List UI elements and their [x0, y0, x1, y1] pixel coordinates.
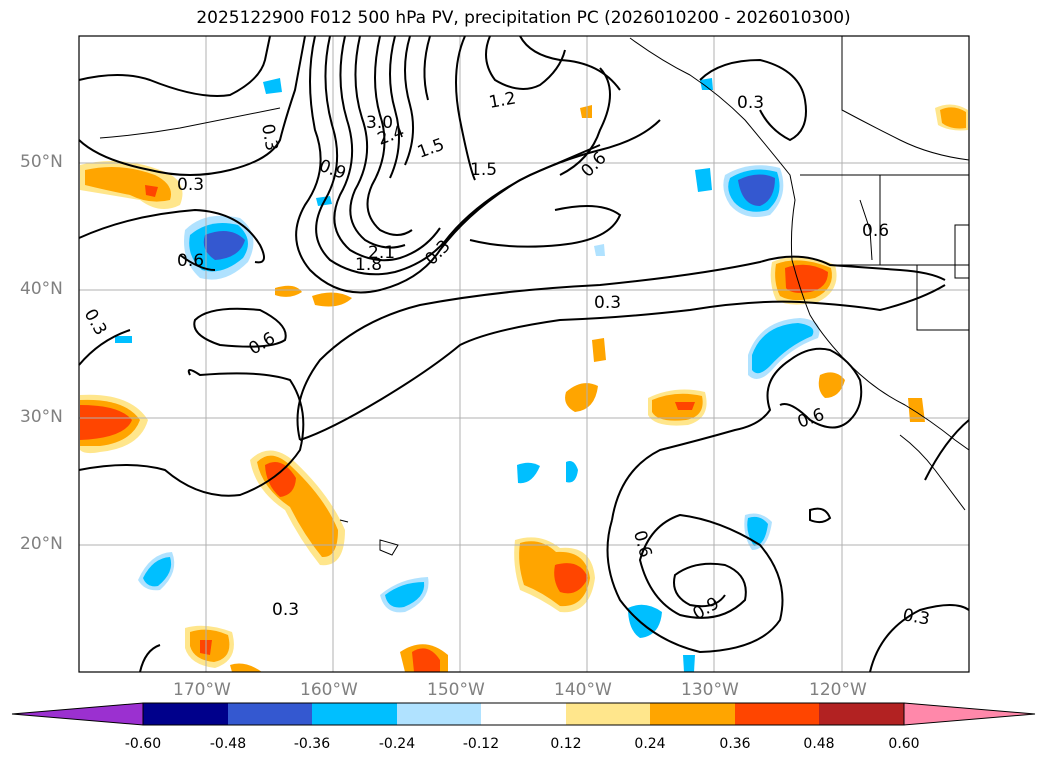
- contour-label: 0.6: [177, 251, 204, 271]
- precip-positive-area: [275, 285, 302, 297]
- colorbar-segment: [481, 703, 566, 725]
- precip-negative-area: [203, 231, 245, 260]
- contour-label: 1.5: [470, 160, 497, 180]
- graticule: [79, 36, 969, 672]
- plot-frame: [78, 35, 970, 673]
- colorbar-segment: [566, 703, 650, 725]
- lat-label: 30°N: [20, 407, 63, 427]
- contour-label: 1.2: [487, 89, 517, 113]
- precip-positive-area: [580, 105, 592, 118]
- precip-negative-area: [566, 461, 578, 483]
- pv-contours: [78, 35, 970, 673]
- contour-label: 1.8: [355, 255, 382, 275]
- map-title: 2025122900 F012 500 hPa PV, precipitatio…: [196, 8, 851, 28]
- lon-label: 130°W: [681, 680, 739, 700]
- precip-negative-area: [263, 78, 282, 94]
- precip-positive-area: [818, 372, 845, 398]
- colorbar-tick-label: 0.60: [888, 736, 920, 752]
- precip-negative-area: [738, 174, 775, 206]
- colorbar-segment: [650, 703, 735, 725]
- precip-negative-area: [700, 78, 713, 90]
- colorbar-segment: [735, 703, 819, 725]
- contour-label: 0.3: [901, 605, 931, 629]
- precip-negative-area: [143, 557, 172, 587]
- lon-label: 150°W: [427, 680, 485, 700]
- colorbar-segment: [143, 703, 228, 725]
- contour-label: 0.3: [257, 122, 281, 152]
- precip-positive-area: [592, 338, 606, 362]
- precip-positive-area: [940, 107, 966, 129]
- contour-label: 0.3: [272, 600, 299, 620]
- lon-label: 140°W: [554, 680, 612, 700]
- precip-negative-area: [115, 336, 132, 343]
- precip-positive-area: [145, 185, 158, 197]
- colorbar-tick-label: 0.24: [634, 736, 666, 752]
- precip-negative-area: [752, 323, 814, 374]
- precip-positive-area: [565, 383, 598, 412]
- colorbar-segment: [312, 703, 397, 725]
- contour-label: 3.0: [366, 113, 393, 133]
- precip-negative-area: [628, 604, 662, 638]
- lat-label: 20°N: [20, 534, 63, 554]
- lat-label: 50°N: [20, 152, 63, 172]
- coastlines: [99, 36, 970, 556]
- colorbar-segment: [903, 702, 1036, 726]
- precip-positive-area: [80, 405, 132, 440]
- lon-label: 170°W: [173, 680, 231, 700]
- precip-negative-area: [594, 244, 605, 256]
- lat-label: 40°N: [20, 279, 63, 299]
- colorbar-tick-label: -0.36: [293, 736, 331, 752]
- precip-shading: [80, 78, 968, 672]
- colorbar-segment: [228, 703, 312, 725]
- colorbar-segment: [11, 702, 144, 726]
- colorbar-tick-label: -0.24: [378, 736, 416, 752]
- colorbar-tick-label: -0.48: [209, 736, 247, 752]
- colorbar-tick-label: 0.12: [550, 736, 582, 752]
- precip-positive-area: [554, 563, 588, 594]
- precip-positive-area: [230, 663, 262, 672]
- contour-label: 0.6: [862, 221, 889, 241]
- precip-negative-area: [385, 582, 425, 608]
- colorbar-tick-label: 0.48: [803, 736, 835, 752]
- colorbar-tick-label: -0.60: [124, 736, 162, 752]
- colorbar-segment: [397, 703, 481, 725]
- precip-negative-area: [695, 168, 712, 192]
- contour-label: 0.3: [177, 175, 204, 195]
- contour-label: 0.3: [737, 93, 764, 113]
- precip-positive-area: [412, 648, 440, 672]
- lon-label: 160°W: [300, 680, 358, 700]
- precip-positive-area: [675, 402, 695, 410]
- precip-negative-area: [747, 516, 768, 546]
- colorbar: [11, 702, 1036, 726]
- colorbar-tick-label: -0.12: [462, 736, 500, 752]
- lon-label: 120°W: [809, 680, 867, 700]
- colorbar-tick-label: 0.36: [719, 736, 751, 752]
- contour-label: 0.3: [594, 293, 621, 313]
- precip-positive-area: [908, 398, 925, 422]
- precip-negative-area: [517, 462, 540, 484]
- precip-positive-area: [312, 292, 352, 307]
- precip-positive-area: [265, 461, 296, 497]
- colorbar-segment: [819, 703, 904, 725]
- contour-label: 2.1: [368, 243, 395, 263]
- precip-negative-area: [683, 655, 695, 672]
